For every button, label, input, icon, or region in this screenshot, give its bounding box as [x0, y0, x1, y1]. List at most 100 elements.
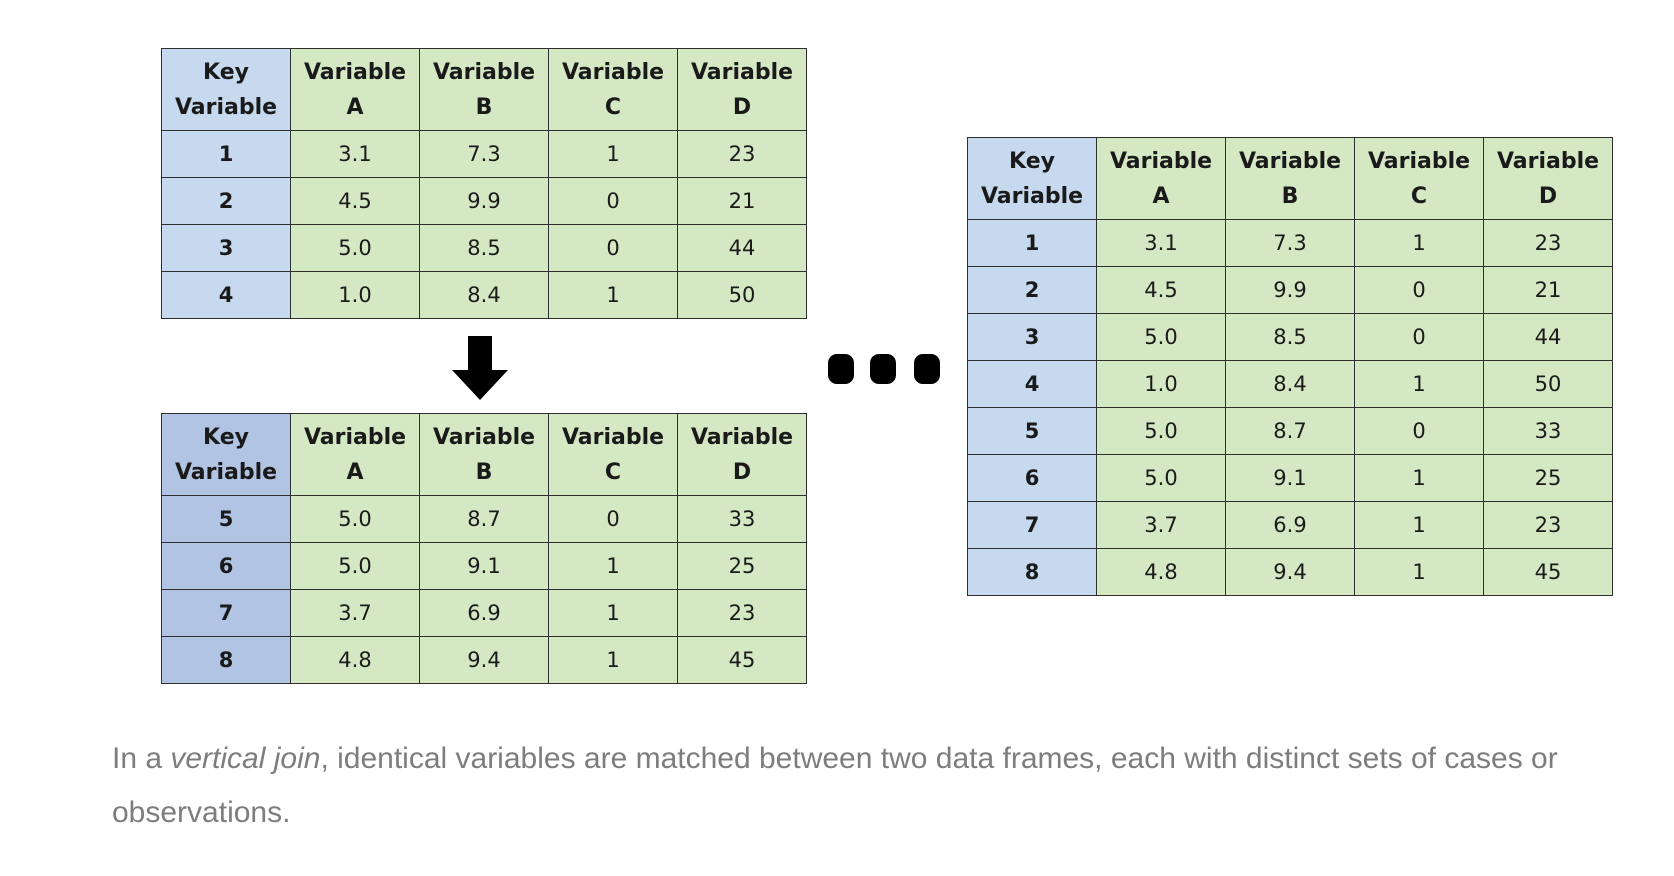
table-row: 8 4.8 9.4 1 45	[161, 636, 807, 684]
header-text: A	[346, 94, 364, 120]
value-cell: 23	[1483, 501, 1613, 549]
caption-suffix: , identical variables are matched betwee…	[112, 742, 1558, 829]
header-text: Key	[203, 59, 249, 85]
value-cell: 1	[1354, 219, 1484, 267]
value-cell: 9.4	[419, 636, 549, 684]
table-row: 7 3.7 6.9 1 23	[967, 501, 1613, 549]
key-variable-header: Key Variable	[161, 48, 291, 131]
header-text: A	[1152, 183, 1170, 209]
header-text: Variable	[432, 59, 536, 85]
header-text: Variable	[303, 424, 407, 450]
key-cell: 7	[161, 589, 291, 637]
header-text: B	[475, 94, 493, 120]
value-cell: 9.9	[1225, 266, 1355, 314]
header-text: A	[346, 459, 364, 485]
header-row: Key Variable Variable A Variable B Variable C Va…	[161, 48, 807, 131]
variable-header: Variable B	[419, 48, 549, 131]
value-cell: 23	[1483, 219, 1613, 267]
value-cell: 6.9	[419, 589, 549, 637]
value-cell: 8.5	[1225, 313, 1355, 361]
value-cell: 1.0	[290, 271, 420, 319]
value-cell: 1	[548, 542, 678, 590]
header-text: Key	[203, 424, 249, 450]
header-row: Key Variable Variable A Variable B Variable C Va…	[161, 413, 807, 496]
value-cell: 4.5	[1096, 266, 1226, 314]
value-cell: 5.0	[1096, 313, 1226, 361]
value-cell: 44	[1483, 313, 1613, 361]
value-cell: 1	[1354, 548, 1484, 596]
header-text: D	[732, 94, 752, 120]
value-cell: 3.1	[290, 130, 420, 178]
value-cell: 5.0	[290, 542, 420, 590]
value-cell: 50	[677, 271, 807, 319]
header-text: Variable	[561, 424, 665, 450]
header-text: Variable	[690, 424, 794, 450]
top-data-frame-table: Key Variable Variable A Variable B Variable C Va…	[161, 48, 807, 319]
value-cell: 0	[548, 224, 678, 272]
table-row: 6 5.0 9.1 1 25	[967, 454, 1613, 502]
key-cell: 2	[967, 266, 1097, 314]
header-text: Variable	[1109, 148, 1213, 174]
key-cell: 1	[161, 130, 291, 178]
table-row: 3 5.0 8.5 0 44	[967, 313, 1613, 361]
header-text: Variable	[174, 94, 278, 120]
caption-prefix: In a	[112, 742, 171, 775]
variable-header: Variable A	[290, 413, 420, 496]
header-text: D	[732, 459, 752, 485]
key-variable-header: Key Variable	[161, 413, 291, 496]
key-cell: 2	[161, 177, 291, 225]
value-cell: 25	[1483, 454, 1613, 502]
value-cell: 1	[548, 589, 678, 637]
key-cell: 4	[967, 360, 1097, 408]
table-row: 2 4.5 9.9 0 21	[967, 266, 1613, 314]
table-row: 5 5.0 8.7 0 33	[967, 407, 1613, 455]
caption-emphasis: vertical join	[170, 742, 321, 775]
value-cell: 44	[677, 224, 807, 272]
variable-header: Variable A	[1096, 137, 1226, 220]
key-cell: 3	[161, 224, 291, 272]
key-cell: 4	[161, 271, 291, 319]
value-cell: 23	[677, 130, 807, 178]
table-row: 4 1.0 8.4 1 50	[967, 360, 1613, 408]
value-cell: 1.0	[1096, 360, 1226, 408]
value-cell: 1	[1354, 360, 1484, 408]
value-cell: 4.5	[290, 177, 420, 225]
value-cell: 0	[548, 495, 678, 543]
variable-header: Variable B	[1225, 137, 1355, 220]
value-cell: 7.3	[419, 130, 549, 178]
caption: In a vertical join, identical variables …	[112, 732, 1612, 840]
value-cell: 1	[548, 271, 678, 319]
value-cell: 33	[677, 495, 807, 543]
variable-header: Variable D	[1483, 137, 1613, 220]
value-cell: 8.7	[1225, 407, 1355, 455]
value-cell: 3.1	[1096, 219, 1226, 267]
table-row: 3 5.0 8.5 0 44	[161, 224, 807, 272]
value-cell: 0	[1354, 266, 1484, 314]
value-cell: 9.4	[1225, 548, 1355, 596]
header-row: Key Variable Variable A Variable B Variable C Va…	[967, 137, 1613, 220]
value-cell: 0	[1354, 407, 1484, 455]
variable-header: Variable B	[419, 413, 549, 496]
variable-header: Variable C	[548, 413, 678, 496]
header-text: Variable	[1238, 148, 1342, 174]
value-cell: 7.3	[1225, 219, 1355, 267]
header-text: Variable	[432, 424, 536, 450]
header-text: Variable	[1367, 148, 1471, 174]
value-cell: 5.0	[290, 495, 420, 543]
header-text: C	[604, 459, 622, 485]
value-cell: 4.8	[1096, 548, 1226, 596]
value-cell: 4.8	[290, 636, 420, 684]
table-row: 1 3.1 7.3 1 23	[161, 130, 807, 178]
key-cell: 7	[967, 501, 1097, 549]
value-cell: 0	[548, 177, 678, 225]
key-cell: 5	[967, 407, 1097, 455]
header-text: D	[1538, 183, 1558, 209]
value-cell: 8.4	[1225, 360, 1355, 408]
table-row: 8 4.8 9.4 1 45	[967, 548, 1613, 596]
header-text: Variable	[561, 59, 665, 85]
value-cell: 1	[1354, 454, 1484, 502]
value-cell: 8.5	[419, 224, 549, 272]
ellipsis-icon	[828, 354, 940, 388]
value-cell: 25	[677, 542, 807, 590]
variable-header: Variable C	[548, 48, 678, 131]
